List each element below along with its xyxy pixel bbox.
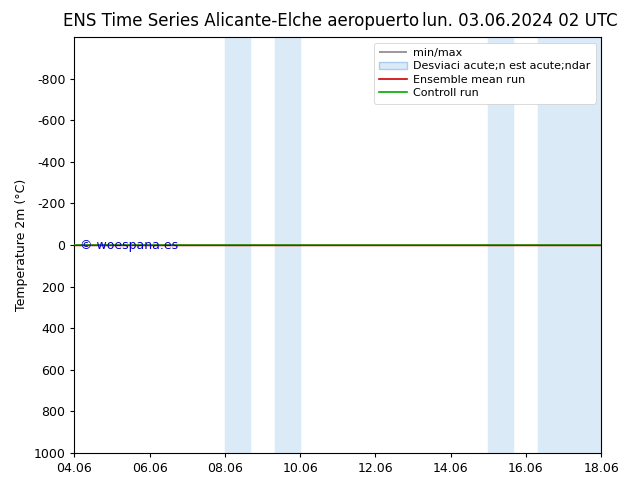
Bar [538, 37, 601, 453]
Y-axis label: Temperature 2m (°C): Temperature 2m (°C) [15, 179, 28, 311]
Bar [225, 37, 250, 453]
Bar [275, 37, 300, 453]
Text: © woespana.es: © woespana.es [80, 239, 178, 251]
Text: lun. 03.06.2024 02 UTC: lun. 03.06.2024 02 UTC [422, 12, 618, 30]
Text: ENS Time Series Alicante-Elche aeropuerto: ENS Time Series Alicante-Elche aeropuert… [63, 12, 419, 30]
Legend: min/max, Desviaci acute;n est acute;ndar, Ensemble mean run, Controll run: min/max, Desviaci acute;n est acute;ndar… [374, 43, 595, 104]
Bar [488, 37, 514, 453]
